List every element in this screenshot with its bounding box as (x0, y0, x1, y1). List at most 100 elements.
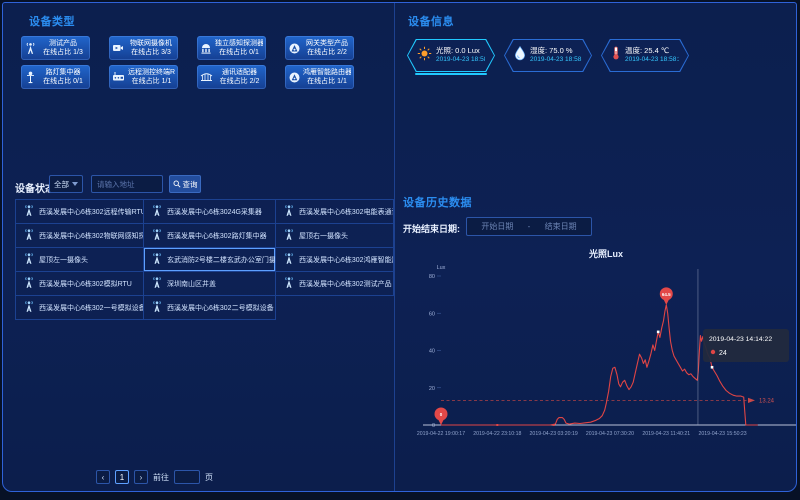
detector-icon (200, 43, 212, 54)
tooltip-dot-icon (710, 349, 716, 355)
device-item[interactable]: 玄武消防2号楼二楼玄武办公室门摄像头 (144, 248, 276, 272)
device-item-name: 深圳南山区井盖 (167, 280, 216, 288)
status-filter-value: 全部 (54, 179, 69, 189)
series-marker (552, 424, 555, 426)
device-item-name: 西溪发展中心6栋302远程传输RTU终端 (39, 208, 143, 216)
page-suffix-label: 页 (205, 472, 213, 482)
device-item-name: 玄武消防2号楼二楼玄武办公室门摄像头 (167, 256, 276, 264)
signal-tower-icon (24, 204, 34, 219)
y-tick-label: 0 (432, 423, 435, 429)
device-item[interactable]: 西溪发展中心6栋302电能表通讯适配器 (276, 200, 394, 224)
device-type-card[interactable]: 路灯集中器在线占比 0/1 (21, 65, 90, 89)
device-type-card[interactable]: 鸿雁智能路由器 在线占比 1/1 (285, 65, 354, 89)
camera-icon (112, 43, 124, 53)
page-number-button[interactable]: 1 (115, 470, 129, 484)
start-date-placeholder: 开始日期 (481, 222, 514, 231)
signal-tower-icon (284, 228, 294, 243)
device-type-name: 远程测控终端RTU (128, 68, 175, 76)
device-item-name: 屋顶右一摄像头 (299, 232, 348, 240)
history-title: 设备历史数据 (403, 197, 472, 209)
date-range-picker[interactable]: 开始日期 - 结束日期 (466, 217, 592, 236)
series-marker (710, 365, 714, 369)
rtu-icon (112, 72, 125, 82)
device-item[interactable]: 西溪发展中心6栋302路灯集中器 (144, 224, 276, 248)
device-type-name: 路灯集中器 (45, 68, 81, 76)
signal-tower-icon (284, 252, 294, 267)
goto-label: 前往 (153, 472, 169, 482)
device-type-online: 在线占比 2/2 (219, 78, 260, 85)
signal-tower-icon (24, 276, 34, 291)
y-tick-label: 80 (429, 274, 435, 280)
device-item-name: 屋顶左一摄像头 (39, 256, 88, 264)
device-item[interactable]: 屋顶右一摄像头 (276, 224, 394, 248)
chevron-down-icon (72, 182, 78, 186)
signal-tower-icon (24, 300, 34, 315)
min-value-pin: 0 (434, 407, 448, 425)
next-page-button[interactable]: › (134, 470, 148, 484)
device-item[interactable]: 西溪发展中心6栋302鸿雁智能路由器 (276, 248, 394, 272)
device-item[interactable]: 西溪发展中心6栋302测试产品 (276, 272, 394, 296)
device-item-name: 西溪发展中心6栋302二号模拟设备 (167, 304, 274, 312)
sun-icon (417, 46, 432, 66)
svg-text:0: 0 (440, 412, 443, 417)
device-type-online: 在线占比 0/1 (43, 78, 83, 85)
date-range-separator: - (527, 222, 531, 231)
goto-page-input[interactable] (174, 470, 200, 484)
pagination: ‹ 1 › 前往 页 (96, 470, 213, 484)
device-item[interactable]: 西溪发展中心6栋302远程传输RTU终端 (16, 200, 144, 224)
signal-tower-icon (152, 276, 162, 291)
adapter-icon (200, 72, 213, 82)
badge-reading: 光照: 0.0 Lux (436, 46, 480, 56)
device-type-name: 独立感知探测器 (215, 39, 263, 47)
status-filter-select[interactable]: 全部 (49, 175, 83, 193)
search-button[interactable]: 查询 (169, 175, 201, 193)
signal-tower-icon (152, 252, 162, 267)
search-icon (173, 180, 181, 188)
antenna-icon (24, 42, 36, 55)
device-type-name: 鸿雁智能路由器 (303, 68, 351, 76)
badge-reading: 湿度: 75.0 % (530, 46, 573, 56)
device-item[interactable]: 西溪发展中心6栋3024G采集器 (144, 200, 276, 224)
device-type-name: 网关类型产品 (306, 39, 348, 47)
average-arrow-icon (748, 397, 755, 403)
device-item-name: 西溪发展中心6栋3024G采集器 (167, 208, 262, 216)
gateway-icon (288, 43, 300, 54)
device-item[interactable]: 西溪发展中心6栋302模拟RTU (16, 272, 144, 296)
badge-timestamp: 2019-04-23 18:58:23 (436, 56, 485, 64)
badge-timestamp: 2019-04-23 18:58:23 (625, 56, 679, 64)
signal-tower-icon (24, 252, 34, 267)
device-type-card[interactable]: 网关类型产品 在线占比 2/2 (285, 36, 354, 60)
history-chart[interactable]: 光照Lux Lux 0 20 40 60 80 2019-04-22 19:00:17 2019… (416, 244, 797, 448)
signal-tower-icon (152, 228, 162, 243)
prev-page-button[interactable]: ‹ (96, 470, 110, 484)
date-range-label: 开始结束日期: (403, 224, 460, 234)
signal-tower-icon (152, 204, 162, 219)
streetlamp-icon (24, 71, 36, 84)
device-type-card[interactable]: 物联网摄像机 在线占比 3/3 (109, 36, 178, 60)
device-item[interactable]: 西溪发展中心6栋302物联网感知探测器1号 (16, 224, 144, 248)
device-item[interactable]: 西溪发展中心6栋302一号模拟设备 (16, 296, 144, 320)
badge-timestamp: 2019-04-23 18:58:23 (530, 56, 582, 64)
signal-tower-icon (284, 276, 294, 291)
x-tick-label: 2019-04-23 07:30:20 (586, 431, 634, 437)
device-type-online: 在线占比 1/1 (307, 78, 347, 85)
device-type-card[interactable]: 远程测控终端RTU 在线占比 1/1 (109, 65, 178, 89)
address-search-input[interactable] (91, 175, 163, 193)
svg-text:64.5: 64.5 (662, 292, 671, 297)
device-item[interactable]: 屋顶左一摄像头 (16, 248, 144, 272)
device-type-card[interactable]: 测试产品 在线占比 1/3 (21, 36, 90, 60)
device-type-card[interactable]: 独立感知探测器 在线占比 0/1 (197, 36, 266, 60)
tooltip-time: 2019-04-23 14:14:22 (709, 336, 772, 343)
y-tick-label: 20 (429, 386, 435, 392)
device-item[interactable]: 西溪发展中心6栋302二号模拟设备 (144, 296, 276, 320)
signal-tower-icon (24, 228, 34, 243)
x-tick-label: 2019-04-23 03:20:19 (530, 431, 578, 437)
device-type-card[interactable]: 通讯适配器 在线占比 2/2 (197, 65, 266, 89)
x-tick-label: 2019-04-23 15:50:23 (699, 431, 747, 437)
device-item[interactable]: 深圳南山区井盖 (144, 272, 276, 296)
y-tick-label: 60 (429, 311, 435, 317)
device-info-badge[interactable]: 湿度: 75.0 %2019-04-23 18:58:23 (504, 39, 592, 72)
